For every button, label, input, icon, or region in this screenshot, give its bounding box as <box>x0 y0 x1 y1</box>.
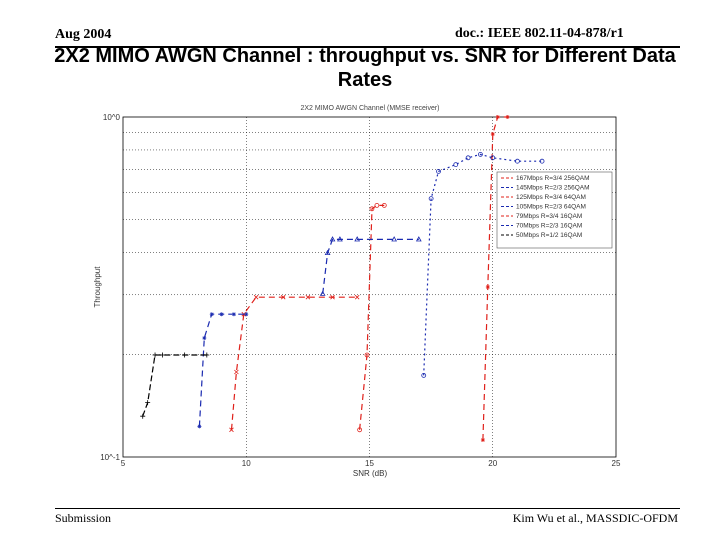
data-point <box>480 438 485 442</box>
data-point <box>197 424 202 429</box>
chart-title: 2X2 MIMO AWGN Channel (MMSE receiver) <box>301 105 440 112</box>
footer-divider <box>55 508 680 509</box>
axis-ticks: 5 10 15 20 25 10^-1 10^0 <box>100 113 621 468</box>
data-point <box>381 202 387 208</box>
series-group <box>357 202 387 433</box>
y-axis-label: Throughput <box>93 266 102 308</box>
data-point <box>421 372 427 378</box>
data-point <box>329 236 336 242</box>
header-divider <box>55 46 680 48</box>
data-point <box>244 312 249 317</box>
series-line <box>423 153 542 376</box>
data-point <box>209 312 214 317</box>
footer-right: Kim Wu et al., MASSDIC-OFDM <box>512 511 678 525</box>
data-point <box>485 285 490 289</box>
legend-box <box>496 171 613 249</box>
series-line <box>230 296 358 430</box>
series-group <box>197 312 249 429</box>
data-point <box>202 336 207 340</box>
series-line <box>198 313 247 427</box>
legend-entry: 125Mbps R=3/4 64QAM <box>516 194 586 201</box>
data-point <box>140 413 146 419</box>
data-point <box>280 294 286 300</box>
data-point <box>415 236 422 242</box>
y-tick-label: 10^0 <box>103 113 121 122</box>
legend-entry: 145Mbps R=2/3 256QAM <box>516 185 590 192</box>
series-group <box>140 352 210 419</box>
data-point <box>357 427 363 433</box>
data-point <box>428 196 434 202</box>
data-point <box>145 400 151 406</box>
data-point <box>159 352 165 358</box>
data-point <box>219 312 224 317</box>
data-point <box>229 427 234 433</box>
data-point <box>391 236 398 242</box>
data-point <box>234 369 239 375</box>
legend-entry: 79Mbps R=3/4 16QAM <box>516 213 582 220</box>
data-point <box>505 115 510 119</box>
series-group <box>229 294 360 433</box>
series-line <box>322 238 419 294</box>
data-point <box>337 236 343 242</box>
header-doc-id: doc.: IEEE 802.11-04-878/r1 <box>455 26 624 41</box>
data-point <box>453 162 459 168</box>
legend-entry: 167Mbps R=3/4 256QAM <box>516 175 590 182</box>
series-line <box>359 204 385 430</box>
data-point <box>330 294 335 300</box>
slide-title: 2X2 MIMO AWGN Channel : throughput vs. S… <box>54 45 676 91</box>
data-point <box>324 249 331 255</box>
data-point <box>354 294 360 300</box>
data-point <box>305 294 311 300</box>
data-point <box>369 206 375 212</box>
data-point <box>490 155 496 161</box>
y-tick-label: 10^-1 <box>100 453 120 462</box>
header-date: Aug 2004 <box>55 27 112 42</box>
legend-entry: 70Mbps R=2/3 16QAM <box>516 223 582 230</box>
data-point <box>319 290 326 296</box>
data-point <box>374 202 380 208</box>
data-point <box>495 115 500 119</box>
data-point <box>182 352 188 358</box>
legend-entry: 50Mbps R=1/2 16QAM <box>516 232 582 239</box>
data-series <box>140 115 545 442</box>
data-point <box>436 168 441 174</box>
x-tick-label: 20 <box>488 459 497 468</box>
data-point <box>354 236 361 242</box>
series-group <box>480 115 510 442</box>
data-point <box>465 155 471 161</box>
series-line <box>482 116 508 441</box>
x-tick-label: 10 <box>242 459 251 468</box>
x-axis-label: SNR (dB) <box>353 469 388 478</box>
data-point <box>539 158 545 164</box>
series-line <box>142 354 207 417</box>
x-tick-label: 5 <box>121 459 126 468</box>
data-point <box>478 151 483 157</box>
data-point <box>231 312 236 317</box>
data-point <box>364 352 370 358</box>
x-tick-label: 15 <box>365 459 374 468</box>
legend-entry: 105Mbps R=2/3 64QAM <box>516 204 586 211</box>
data-point <box>490 132 495 136</box>
legend: 167Mbps R=3/4 256QAM 145Mbps R=2/3 256QAM… <box>496 171 613 249</box>
footer-left: Submission <box>55 511 112 525</box>
x-tick-label: 25 <box>612 459 621 468</box>
data-point <box>253 294 259 300</box>
data-point <box>204 352 210 358</box>
data-point <box>515 158 520 164</box>
data-point <box>152 352 158 358</box>
series-group <box>421 151 545 378</box>
series-group <box>319 236 422 296</box>
